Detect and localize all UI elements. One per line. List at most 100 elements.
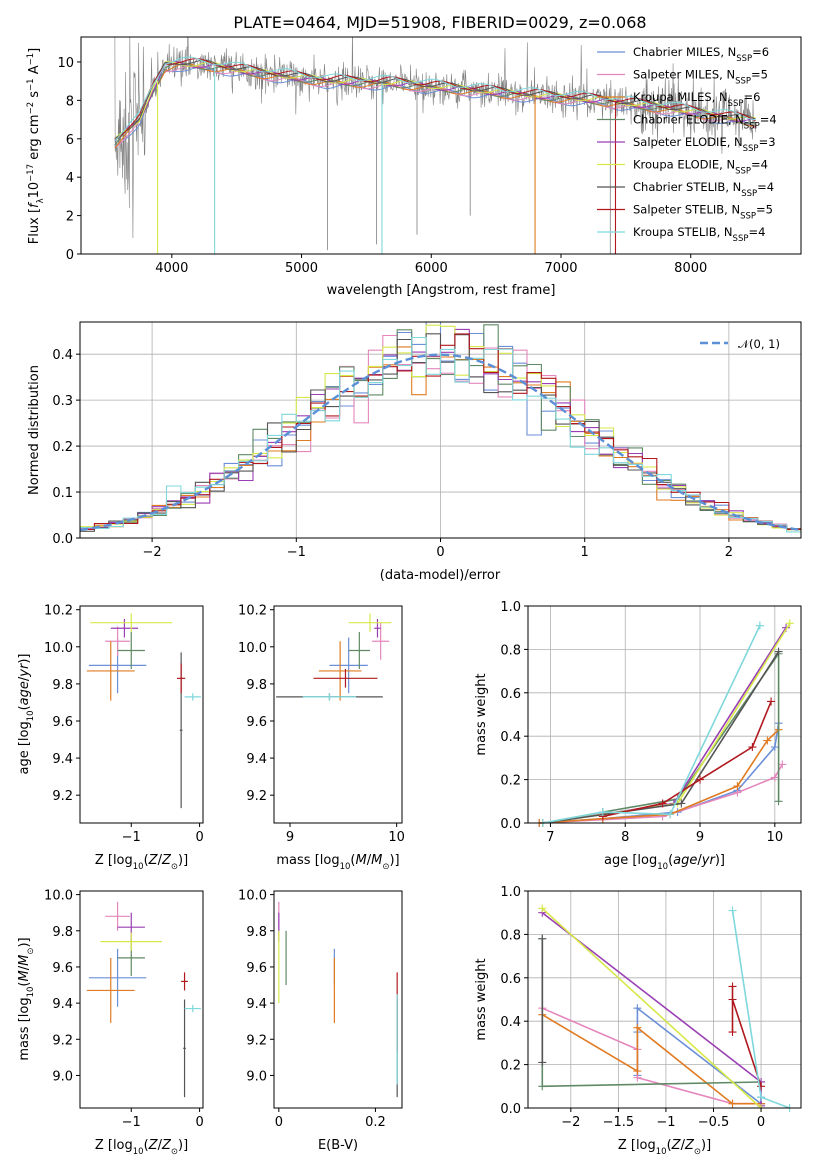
weight-marker bbox=[757, 1093, 766, 1102]
age-vs-mass-frame bbox=[273, 605, 403, 824]
y-tick-label: 9.8 bbox=[52, 925, 73, 940]
y-tick-label: 10.2 bbox=[44, 604, 73, 619]
y-tick-label: 0.2 bbox=[52, 440, 73, 455]
x-axis-label: Z [log10(Z/Z⊙)] bbox=[95, 853, 188, 872]
x-tick-label: −2 bbox=[143, 545, 162, 560]
y-tick-label: 9.2 bbox=[246, 1033, 267, 1048]
weight-line-kroupa-miles bbox=[539, 729, 780, 824]
y-axis-label: Flux [fλ10−17 erg cm−2 s−1 A−1] bbox=[26, 48, 46, 244]
chart-title: PLATE=0464, MJD=51908, FIBERID=0029, z=0… bbox=[233, 13, 646, 32]
weight-line-chabrier-elodie bbox=[541, 938, 762, 1088]
weight-marker bbox=[755, 621, 764, 630]
y-tick-label: 0.3 bbox=[52, 394, 73, 409]
x-tick-label: 7000 bbox=[544, 261, 577, 276]
weight-marker bbox=[538, 904, 547, 913]
y-tick-label: 9.2 bbox=[52, 1033, 73, 1048]
weight-marker bbox=[728, 906, 737, 915]
x-tick-label: −1 bbox=[287, 545, 306, 560]
legend-label: Chabrier ELODIE, NSSP=4 bbox=[633, 113, 777, 132]
x-tick-label: 4000 bbox=[155, 261, 188, 276]
y-axis-label: mass weight bbox=[474, 673, 489, 755]
weight-marker bbox=[774, 647, 783, 656]
x-tick-label: −1 bbox=[122, 1115, 141, 1130]
y-tick-label: 10.0 bbox=[44, 889, 73, 904]
x-tick-label: 9 bbox=[286, 830, 294, 845]
histogram-kroupa-elodie bbox=[80, 324, 801, 531]
x-axis-label: mass [log10(M/M⊙)] bbox=[276, 853, 399, 872]
mass-vs-ebv-panel bbox=[278, 901, 398, 1098]
y-tick-label: 9.6 bbox=[246, 961, 267, 976]
legend-label: Kroupa ELODIE, NSSP=4 bbox=[633, 158, 768, 177]
y-tick-label: 9.2 bbox=[52, 789, 73, 804]
x-tick-label: −1.5 bbox=[603, 1115, 635, 1130]
legend-label: Chabrier STELIB, NSSP=4 bbox=[633, 180, 774, 199]
model-spectrum-kroupa-miles bbox=[114, 63, 756, 149]
weight-marker bbox=[538, 934, 547, 943]
x-axis-label: (data-model)/error bbox=[380, 568, 501, 583]
y-tick-label: 10.0 bbox=[238, 641, 267, 656]
weight-marker bbox=[633, 1023, 642, 1032]
y-tick-label: 10.0 bbox=[238, 889, 267, 904]
weight-line-kroupa-miles bbox=[541, 1014, 761, 1105]
y-tick-label: 0.6 bbox=[500, 687, 521, 702]
weight-marker bbox=[763, 736, 772, 745]
x-tick-label: −1 bbox=[656, 1115, 675, 1130]
y-tick-label: 0.1 bbox=[52, 486, 73, 501]
y-tick-label: 0.4 bbox=[500, 1015, 521, 1030]
x-tick-label: 5000 bbox=[285, 261, 318, 276]
y-axis-label: age [log10(age/yr)] bbox=[17, 654, 36, 775]
y-tick-label: 0 bbox=[66, 248, 74, 263]
weight-marker bbox=[666, 810, 675, 819]
x-axis-label: E(B-V) bbox=[318, 1138, 358, 1153]
x-tick-label: 1 bbox=[581, 545, 589, 560]
weight-marker bbox=[770, 773, 779, 782]
y-tick-label: 9.6 bbox=[52, 961, 73, 976]
weight-marker bbox=[778, 760, 787, 769]
weight-marker bbox=[728, 1099, 737, 1108]
x-tick-label: −2 bbox=[561, 1115, 580, 1130]
y-tick-label: 6 bbox=[66, 133, 74, 148]
y-tick-label: 9.0 bbox=[246, 1069, 267, 1084]
y-tick-label: 10 bbox=[57, 56, 74, 71]
x-tick-label: 0 bbox=[436, 545, 444, 560]
mass-vs-Z-panel bbox=[86, 901, 201, 1098]
x-tick-label: −0.5 bbox=[698, 1115, 730, 1130]
y-tick-label: 9.4 bbox=[246, 752, 267, 767]
model-spectrum-kroupa-stelib bbox=[114, 56, 756, 142]
weight-line-chabrier-stelib bbox=[542, 651, 780, 824]
x-axis-label: wavelength [Angstrom, rest frame] bbox=[327, 283, 556, 298]
weight-line-chabrier-elodie bbox=[542, 651, 780, 824]
x-axis-label: age [log10(age/yr)] bbox=[604, 853, 725, 872]
weight-marker bbox=[774, 797, 783, 806]
weight-line-chabrier-miles bbox=[539, 723, 780, 824]
weight-marker bbox=[757, 1082, 766, 1091]
weight-line-salpeter-stelib bbox=[731, 986, 762, 1087]
y-tick-label: 9.6 bbox=[246, 715, 267, 730]
y-tick-label: 0.4 bbox=[500, 730, 521, 745]
y-tick-label: 9.4 bbox=[52, 752, 73, 767]
weight-marker bbox=[728, 1028, 737, 1037]
legend-label: Salpeter MILES, NSSP=5 bbox=[633, 68, 768, 87]
weight-line-salpeter-stelib bbox=[602, 701, 772, 818]
weight-line-kroupa-stelib bbox=[542, 625, 761, 824]
weight-marker bbox=[696, 775, 705, 784]
y-tick-label: 0.0 bbox=[500, 1102, 521, 1117]
y-axis-label: mass [log10(M/M⊙)] bbox=[17, 937, 36, 1060]
x-tick-label: 8 bbox=[621, 830, 629, 845]
weight-marker bbox=[728, 995, 737, 1004]
x-tick-label: 9 bbox=[696, 830, 704, 845]
legend-label: Salpeter STELIB, NSSP=5 bbox=[633, 203, 773, 222]
y-tick-label: 0.8 bbox=[500, 643, 521, 658]
age-vs-Z-frame bbox=[79, 605, 204, 824]
y-tick-label: 9.4 bbox=[246, 997, 267, 1012]
legend-label: Chabrier MILES, NSSP=6 bbox=[633, 45, 769, 64]
weight-marker bbox=[538, 1082, 547, 1091]
y-tick-label: 10.2 bbox=[238, 604, 267, 619]
weight-vs-Z-panel bbox=[528, 890, 801, 1112]
x-tick-label: 6000 bbox=[415, 261, 448, 276]
spectrum-panel bbox=[114, 37, 756, 254]
x-tick-label: 10 bbox=[388, 830, 405, 845]
y-tick-label: 0.0 bbox=[500, 817, 521, 832]
y-tick-label: 9.4 bbox=[52, 997, 73, 1012]
